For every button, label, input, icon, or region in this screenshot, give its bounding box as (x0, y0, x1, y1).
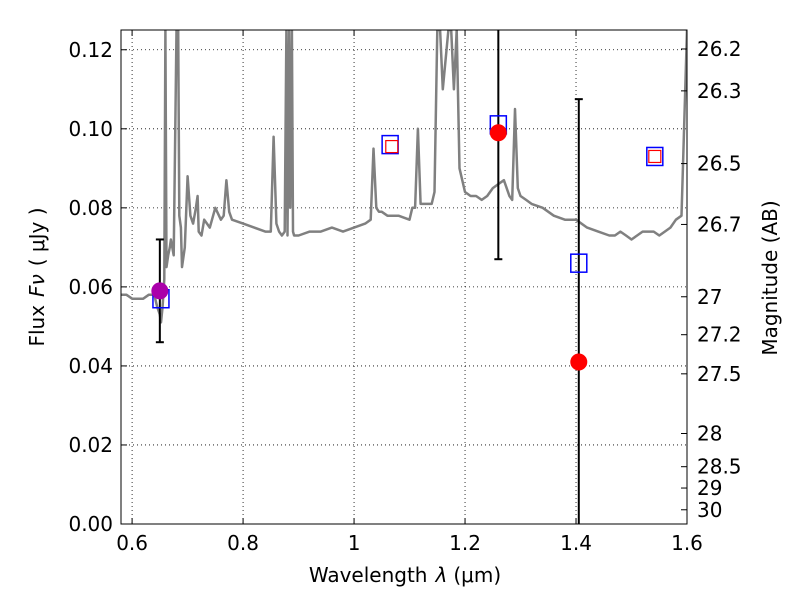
x-tick-label: 1.2 (449, 531, 481, 555)
y-tick-label: 0.06 (68, 275, 113, 299)
y2-axis-title: Magnitude (AB) (758, 200, 782, 355)
y-tick-label: 0.00 (68, 512, 113, 536)
x-tick-label: 1 (348, 531, 361, 555)
y2-tick-label: 26.3 (697, 79, 742, 103)
y2-tick-label: 28 (697, 421, 722, 445)
observed-point (151, 282, 169, 300)
observed-point (570, 353, 588, 371)
y2-tick-label: 26.5 (697, 152, 742, 176)
x-tick-label: 1.6 (671, 531, 703, 555)
y2-tick-label: 26.7 (697, 212, 742, 236)
model-point-red-square (648, 149, 662, 164)
axes: 0.6 0.8 1 1.2 1.4 1.6 0.00 0.02 0.04 0.06 0.08 0.10… (68, 30, 742, 555)
y-tick-label: 0.08 (68, 196, 113, 220)
y-tick-label: 0.02 (68, 433, 113, 457)
y2-tick-label: 26.2 (697, 37, 742, 61)
y2-tick-label: 27.5 (697, 362, 742, 386)
x-tick-label: 1.4 (560, 531, 592, 555)
marker-layer (151, 30, 664, 524)
y-axis-title: FluxFν( μJy ) (25, 207, 49, 346)
x-tick-label: 0.8 (227, 531, 259, 555)
x-tick-label: 0.6 (116, 531, 148, 555)
y2-tick-label: 28.5 (697, 455, 742, 479)
plot-frame (120, 29, 688, 525)
y2-tick-label: 27 (697, 285, 722, 309)
y2-tick-label: 29 (697, 476, 722, 500)
y2-tick-label: 27.2 (697, 323, 742, 347)
y2-tick-label: 30 (697, 498, 722, 522)
observed-point (489, 124, 507, 142)
x-axis-title: Wavelength λ (μm) (309, 563, 501, 587)
model-point-blue-square (646, 146, 664, 167)
data-layer (121, 30, 687, 324)
y-tick-label: 0.04 (68, 354, 113, 378)
y-tick-label: 0.12 (68, 38, 113, 62)
model-point-red-square (385, 139, 399, 154)
spectrum-line (121, 30, 687, 324)
y-tick-label: 0.10 (68, 117, 113, 141)
model-point-blue-square (570, 253, 588, 273)
plot-area (121, 30, 687, 324)
